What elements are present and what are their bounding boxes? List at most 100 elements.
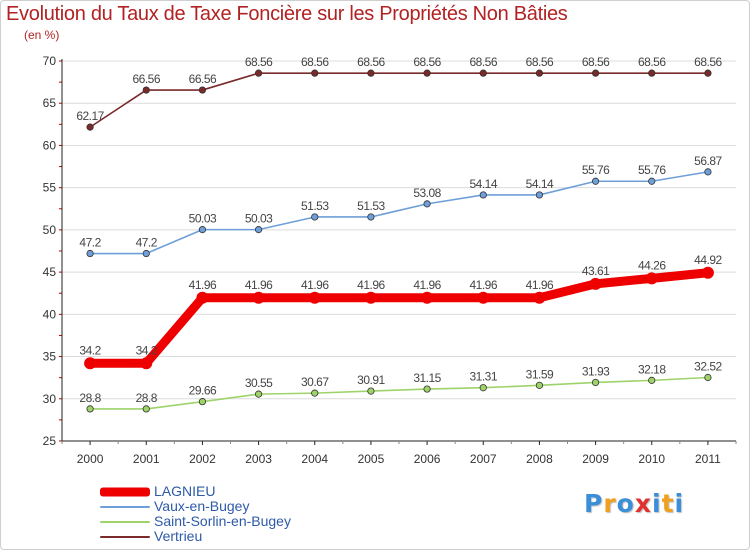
data-point-lagnieu <box>308 291 321 304</box>
data-point-lagnieu <box>140 357 153 370</box>
data-point-saint-sorlin-en-bugey <box>591 378 600 387</box>
data-label-vaux-en-bugey: 54.14 <box>526 177 554 191</box>
data-label-vertrieu: 62.17 <box>76 109 104 123</box>
data-point-saint-sorlin-en-bugey <box>704 373 712 382</box>
data-label-saint-sorlin-en-bugey: 28.8 <box>136 391 158 405</box>
data-point-lagnieu <box>84 357 97 370</box>
x-tick-label: 2003 <box>245 452 272 466</box>
data-label-vertrieu: 66.56 <box>132 72 160 86</box>
data-label-vaux-en-bugey: 47.2 <box>79 236 101 250</box>
data-point-saint-sorlin-en-bugey <box>198 398 207 406</box>
series-line-vaux-en-bugey <box>89 171 709 255</box>
data-point-vertrieu <box>479 69 487 77</box>
data-label-vertrieu: 68.56 <box>526 55 554 69</box>
data-label-vaux-en-bugey: 56.87 <box>694 154 722 168</box>
logo-letter: r <box>603 489 617 518</box>
data-point-lagnieu <box>364 291 377 304</box>
data-label-vertrieu: 68.56 <box>357 55 385 69</box>
data-point-saint-sorlin-en-bugey <box>311 389 319 397</box>
data-point-vaux-en-bugey <box>367 213 375 221</box>
data-label-lagnieu: 41.96 <box>413 278 441 292</box>
data-label-lagnieu: 41.96 <box>469 278 497 292</box>
data-point-saint-sorlin-en-bugey <box>142 405 150 413</box>
data-label-saint-sorlin-en-bugey: 31.31 <box>469 370 497 384</box>
data-label-vertrieu: 68.56 <box>301 55 329 69</box>
x-tick-label: 2007 <box>470 452 497 466</box>
chart-title: Evolution du Taux de Taxe Foncière sur l… <box>6 3 568 25</box>
data-point-vertrieu <box>367 69 375 77</box>
data-label-lagnieu: 34.2 <box>79 343 101 357</box>
legend-swatch <box>100 487 150 496</box>
data-point-vaux-en-bugey <box>704 168 712 176</box>
y-tick-label: 65 <box>43 96 57 110</box>
data-point-vertrieu <box>311 69 319 77</box>
data-point-vaux-en-bugey <box>648 177 656 185</box>
y-tick-label: 30 <box>43 392 57 406</box>
logo-letter: i <box>674 489 685 518</box>
data-label-vaux-en-bugey: 50.03 <box>245 212 273 226</box>
data-label-saint-sorlin-en-bugey: 28.8 <box>79 391 101 405</box>
data-point-lagnieu <box>196 291 209 304</box>
data-label-lagnieu: 41.96 <box>245 278 273 292</box>
y-tick-label: 40 <box>43 307 57 321</box>
data-point-saint-sorlin-en-bugey <box>254 390 263 398</box>
x-tick-label: 2004 <box>301 452 328 466</box>
data-label-vaux-en-bugey: 54.14 <box>469 177 497 191</box>
legend-label: Vertrieu <box>154 528 203 544</box>
x-tick-label: 2002 <box>189 452 216 466</box>
data-point-saint-sorlin-en-bugey <box>648 376 656 384</box>
data-point-vaux-en-bugey <box>423 200 431 208</box>
y-tick-label: 25 <box>43 434 57 448</box>
data-point-saint-sorlin-en-bugey <box>86 405 94 413</box>
data-label-lagnieu: 44.92 <box>694 253 722 267</box>
y-tick-label: 45 <box>43 265 57 279</box>
data-label-vaux-en-bugey: 50.03 <box>189 212 217 226</box>
data-point-vaux-en-bugey <box>479 191 487 199</box>
data-label-lagnieu: 41.96 <box>301 278 329 292</box>
data-label-vertrieu: 68.56 <box>245 55 273 69</box>
data-label-lagnieu: 41.96 <box>526 278 554 292</box>
data-label-vaux-en-bugey: 53.08 <box>413 186 441 200</box>
data-point-lagnieu <box>421 291 434 304</box>
data-label-saint-sorlin-en-bugey: 29.66 <box>189 384 217 398</box>
series-line-saint-sorlin-en-bugey <box>89 376 709 410</box>
logo-letter: t <box>661 489 675 518</box>
data-label-vaux-en-bugey: 55.76 <box>582 163 610 177</box>
data-point-vaux-en-bugey <box>311 213 319 221</box>
data-point-lagnieu <box>477 291 490 304</box>
y-axis-unit-label: (en %) <box>24 28 60 42</box>
y-tick-label: 55 <box>43 181 57 195</box>
legend-swatch <box>100 535 150 538</box>
data-point-vertrieu <box>86 123 94 131</box>
data-point-vaux-en-bugey <box>198 226 207 234</box>
data-label-vertrieu: 68.56 <box>694 55 722 69</box>
legend-swatch <box>100 505 150 508</box>
y-tick-label: 50 <box>43 223 57 237</box>
data-point-vertrieu <box>142 86 150 94</box>
data-label-lagnieu: 44.26 <box>638 258 666 272</box>
data-label-vertrieu: 68.56 <box>469 55 497 69</box>
data-label-saint-sorlin-en-bugey: 32.18 <box>638 362 666 376</box>
data-point-saint-sorlin-en-bugey <box>423 385 431 393</box>
x-tick-label: 2008 <box>526 452 553 466</box>
data-point-vertrieu <box>254 69 263 77</box>
y-tick-label: 35 <box>43 350 57 364</box>
data-label-vaux-en-bugey: 51.53 <box>357 199 385 213</box>
series-line-vertrieu <box>89 72 709 128</box>
data-label-vaux-en-bugey: 47.2 <box>136 236 158 250</box>
data-label-saint-sorlin-en-bugey: 31.15 <box>413 371 441 385</box>
x-tick-label: 2005 <box>358 452 385 466</box>
data-label-saint-sorlin-en-bugey: 31.59 <box>526 367 554 381</box>
y-tick-label: 60 <box>43 138 57 152</box>
series-line-lagnieu <box>85 268 713 368</box>
data-point-vertrieu <box>423 69 431 77</box>
legend-swatch <box>100 520 150 523</box>
x-tick-label: 2000 <box>77 452 104 466</box>
data-label-vertrieu: 68.56 <box>582 55 610 69</box>
x-tick-label: 2006 <box>414 452 441 466</box>
data-label-lagnieu: 41.96 <box>189 278 217 292</box>
data-label-saint-sorlin-en-bugey: 31.93 <box>582 364 610 378</box>
data-point-saint-sorlin-en-bugey <box>479 384 487 392</box>
data-label-saint-sorlin-en-bugey: 30.55 <box>245 376 273 390</box>
